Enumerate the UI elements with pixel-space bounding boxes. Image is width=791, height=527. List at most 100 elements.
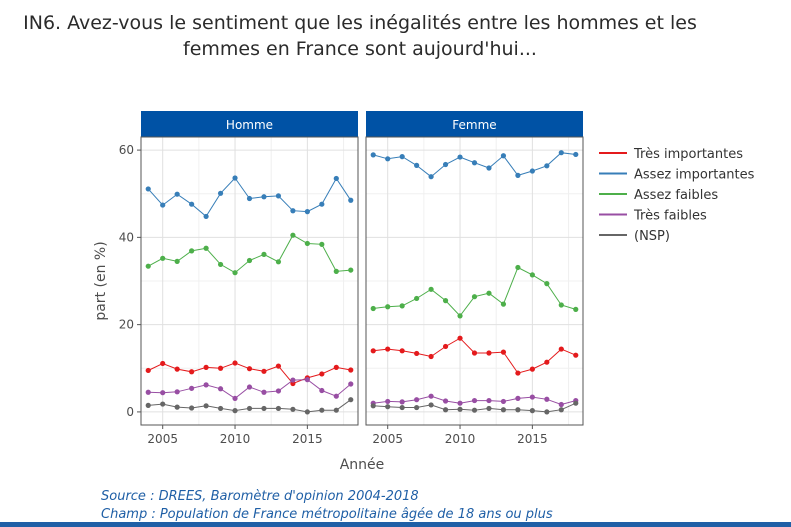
data-point (442, 298, 449, 304)
data-point (333, 268, 339, 274)
data-point (399, 154, 405, 160)
data-point (370, 152, 376, 158)
panel-border (140, 136, 359, 426)
data-point (385, 398, 391, 405)
data-point (544, 359, 550, 365)
data-point (145, 367, 151, 374)
data-point (370, 305, 376, 312)
data-point (471, 407, 478, 413)
data-point (385, 404, 391, 410)
data-point (515, 395, 521, 401)
data-point (385, 304, 391, 310)
y-tick-label: 40 (119, 230, 134, 244)
data-point (246, 195, 253, 202)
data-point (529, 272, 535, 278)
data-point (319, 201, 325, 207)
chart-title-line-1: IN6. Avez-vous le sentiment que les inég… (23, 12, 697, 34)
data-point (414, 404, 420, 411)
x-tick-label: 2015 (292, 432, 323, 446)
data-point (261, 368, 267, 374)
data-point (573, 400, 579, 406)
data-point (486, 405, 492, 412)
data-point (348, 367, 354, 373)
legend-label: Assez faibles (634, 188, 718, 203)
data-point (304, 409, 310, 415)
data-point (217, 386, 224, 392)
data-point (500, 153, 507, 159)
data-point (189, 385, 195, 391)
x-tick-label: 2010 (220, 432, 251, 446)
data-point (414, 162, 420, 168)
data-point (174, 389, 180, 395)
data-point (442, 398, 449, 404)
data-point (500, 349, 507, 355)
data-point (275, 388, 282, 394)
data-point (319, 241, 325, 247)
data-point (428, 174, 434, 180)
data-point (515, 172, 521, 178)
data-point (348, 397, 354, 403)
data-point (189, 405, 195, 411)
data-point (529, 394, 535, 400)
data-point (232, 360, 238, 366)
data-point (275, 259, 282, 265)
data-point (471, 294, 478, 300)
data-point (174, 366, 180, 372)
data-point (174, 404, 180, 410)
legend-label: (NSP) (634, 229, 670, 244)
y-tick-label: 0 (126, 405, 134, 419)
data-point (189, 248, 195, 254)
data-point (246, 384, 253, 390)
data-point (385, 156, 391, 162)
faceted-line-chart: Homme 2005 2010 2015 0 20 40 60 Femme 2005 2010 201… (93, 111, 755, 473)
y-axis-title: part (en %) (93, 241, 109, 320)
data-point (500, 301, 507, 307)
data-point (203, 364, 209, 370)
data-point (217, 365, 224, 371)
data-point (442, 407, 449, 413)
data-point (217, 405, 224, 412)
data-point (414, 350, 420, 357)
data-point (558, 407, 564, 413)
data-point (160, 255, 166, 261)
data-point (333, 175, 339, 182)
data-point (203, 245, 209, 251)
data-point (232, 408, 238, 414)
data-point (290, 208, 296, 214)
data-point (232, 270, 238, 276)
data-point (515, 264, 521, 271)
data-point (333, 393, 339, 399)
data-point (261, 194, 267, 200)
data-point (558, 401, 564, 408)
data-point (399, 348, 405, 354)
data-point (486, 290, 492, 296)
data-point (160, 390, 166, 396)
data-point (304, 209, 310, 215)
data-point (544, 409, 550, 415)
data-point (500, 407, 507, 413)
x-tick-label: 2005 (372, 432, 403, 446)
x-axis-title: Année (340, 457, 385, 473)
data-point (246, 405, 253, 412)
facet-strip (141, 111, 358, 137)
data-point (529, 366, 535, 372)
y-tick-label: 20 (119, 318, 134, 332)
data-point (457, 400, 463, 406)
data-point (261, 405, 267, 412)
panel-homme: Homme 2005 2010 2015 0 20 40 60 (119, 111, 359, 446)
data-point (529, 408, 535, 414)
facet-strip (366, 111, 583, 137)
data-point (544, 281, 550, 287)
data-point (370, 348, 376, 354)
data-point (544, 163, 550, 169)
data-point (217, 190, 224, 196)
data-point (558, 346, 564, 352)
x-tick-label: 2015 (517, 432, 548, 446)
data-point (471, 397, 478, 404)
data-point (203, 213, 209, 220)
data-point (399, 404, 405, 411)
data-point (529, 168, 535, 174)
data-point (471, 350, 478, 356)
data-point (145, 389, 151, 395)
data-point (558, 302, 564, 308)
